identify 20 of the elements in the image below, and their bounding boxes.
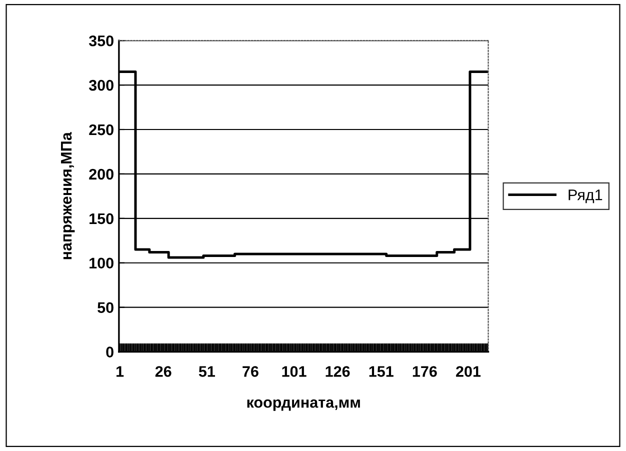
x-tick-label: 51 — [198, 366, 215, 377]
x-tick-label: 151 — [369, 366, 394, 377]
x-tick-label: 176 — [412, 366, 437, 377]
legend-label: Ряд1 — [568, 190, 602, 204]
y-tick-label: 50 — [98, 302, 114, 314]
y-tick-label: 200 — [89, 168, 114, 180]
y-tick-label: 150 — [90, 213, 114, 224]
x-tick-label: 201 — [456, 366, 481, 377]
y-tick-label: 300 — [88, 80, 114, 91]
x-tick-label: 26 — [155, 366, 172, 377]
y-axis-title: напряжения,МПа — [61, 132, 75, 260]
x-tick-label: 126 — [326, 366, 350, 377]
y-tick-label: 100 — [90, 258, 114, 269]
y-tick-label: 250 — [89, 124, 114, 136]
y-tick-label: 0 — [106, 346, 114, 358]
x-tick-label: 101 — [282, 366, 306, 377]
x-tick-label: 76 — [242, 366, 258, 377]
y-tick-label: 350 — [88, 35, 114, 46]
x-tick-label: 1 — [116, 366, 124, 377]
x-axis-title: координата,мм — [247, 399, 360, 411]
